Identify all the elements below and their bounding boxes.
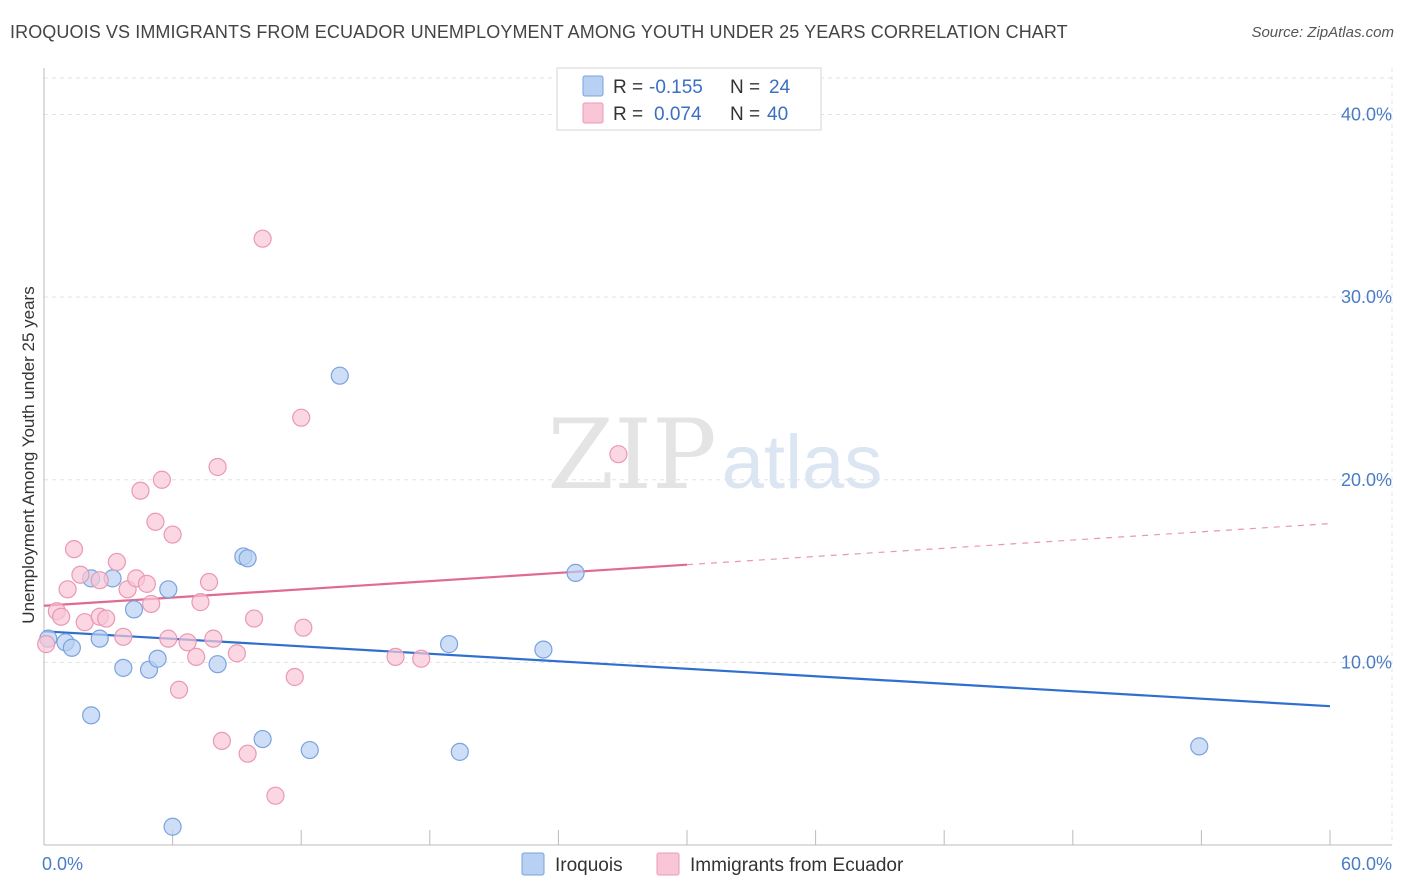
point-iroquois-18 [330,366,349,385]
point-iroquois-4 [82,706,101,725]
y-tick-label-1: 20.0% [1341,470,1392,490]
point-iroquois-19 [439,635,459,654]
point-ecuador-25 [199,572,219,592]
point-ecuador-37 [386,647,405,667]
bottom-legend-label-iroquois: Iroquois [555,855,623,876]
chart-title: IROQUOIS VS IMMIGRANTS FROM ECUADOR UNEM… [10,22,1068,42]
point-ecuador-3 [58,580,77,599]
point-ecuador-2 [52,607,71,626]
bottom-legend-swatch-ecuador [656,852,680,876]
legend-r-value-iroquois: -0.155 [649,77,703,98]
watermark-zip: ZIP [547,399,716,511]
point-iroquois-13 [208,655,227,674]
x-tick-labels: 0.0% 60.0% [42,854,1392,874]
point-ecuador-38 [412,649,431,668]
legend-n-value-iroquois: 24 [769,77,791,98]
bottom-legend-swatch-iroquois [521,852,545,876]
legend-n-label-ecuador: N = [730,104,760,125]
point-ecuador-16 [142,594,161,614]
trend-line-extension-ecuador [686,522,1331,566]
point-ecuador-26 [204,629,223,648]
point-ecuador-23 [187,647,206,667]
point-ecuador-39 [609,445,628,464]
gridlines [44,68,1393,845]
point-ecuador-24 [191,593,210,612]
point-ecuador-14 [131,481,150,500]
watermark: ZIP atlas [547,399,882,511]
point-iroquois-8 [124,600,144,619]
legend-swatch-iroquois [582,75,604,97]
point-iroquois-12 [163,817,182,836]
point-ecuador-11 [114,627,133,646]
legend-r-value-ecuador: 0.074 [654,104,702,125]
correlation-legend: R = -0.155 N = 24 R = 0.074 N = 40 [556,67,822,131]
point-ecuador-31 [244,609,264,628]
point-iroquois-17 [300,740,319,760]
point-ecuador-36 [294,618,313,637]
point-ecuador-30 [238,744,257,763]
point-ecuador-18 [152,470,171,489]
source-credit: Source: ZipAtlas.com [1251,24,1394,41]
point-ecuador-21 [169,680,189,699]
y-tick-label-2: 30.0% [1341,287,1392,307]
point-iroquois-21 [534,640,553,659]
point-iroquois-6 [90,629,109,648]
point-ecuador-7 [90,571,109,590]
point-iroquois-16 [253,729,272,749]
point-ecuador-17 [146,512,165,531]
x-tick-label-min: 0.0% [42,854,83,874]
legend-r-label-iroquois: R = [613,77,643,98]
bottom-legend-label-ecuador: Immigrants from Ecuador [690,855,904,876]
legend-r-label-ecuador: R = [613,104,643,125]
point-ecuador-22 [178,633,197,652]
point-ecuador-0 [37,635,56,654]
point-iroquois-11 [159,580,178,599]
point-ecuador-20 [163,525,182,544]
point-ecuador-5 [71,565,90,584]
legend-n-value-ecuador: 40 [767,104,788,125]
point-ecuador-35 [292,408,311,427]
point-ecuador-10 [107,552,126,572]
axes [43,68,1392,846]
point-iroquois-20 [450,742,469,761]
trend-line-iroquois [43,630,1331,708]
point-ecuador-28 [212,731,231,751]
point-ecuador-4 [64,540,84,559]
legend-swatch-ecuador [582,102,604,124]
watermark-atlas: atlas [722,420,883,505]
point-ecuador-33 [266,786,285,805]
y-axis-label: Unemployment Among Youth under 25 years [19,286,38,623]
point-iroquois-7 [114,658,133,677]
y-tick-label-0: 10.0% [1341,652,1392,672]
data-points [37,229,1209,836]
legend-n-label-iroquois: N = [730,77,760,98]
point-ecuador-15 [137,574,156,593]
point-ecuador-29 [227,644,246,663]
point-ecuador-19 [159,629,178,648]
point-ecuador-27 [208,457,227,477]
series-legend: Iroquois Immigrants from Ecuador [521,852,904,876]
point-iroquois-23 [1190,737,1209,756]
point-ecuador-32 [253,229,272,248]
y-tick-label-3: 40.0% [1341,105,1392,125]
point-ecuador-9 [97,609,116,628]
point-iroquois-10 [148,649,167,668]
y-tick-labels: 10.0% 20.0% 30.0% 40.0% [1341,105,1392,673]
point-iroquois-15 [238,549,257,568]
point-iroquois-2 [62,638,81,657]
point-ecuador-34 [285,667,304,687]
point-iroquois-22 [566,563,585,582]
x-tick-label-max: 60.0% [1341,854,1392,874]
